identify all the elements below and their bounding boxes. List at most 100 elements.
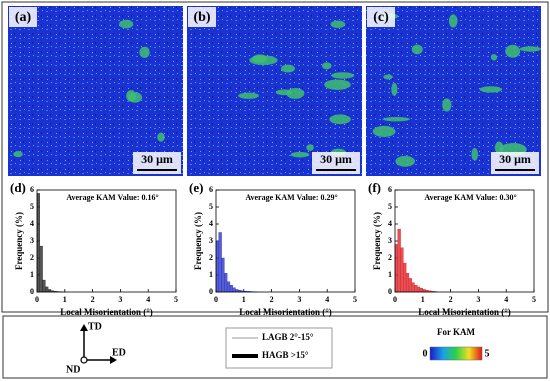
histogram-bar: [408, 278, 412, 293]
scale-bar-bg: [312, 152, 360, 174]
kam-map: [8, 6, 183, 176]
kam-map-feature: [519, 46, 542, 52]
y-axis-label: Frequency (%): [193, 212, 203, 270]
y-axis-label: Frequency (%): [372, 212, 382, 270]
scale-bar-bg: [133, 152, 181, 174]
kam-map-feature: [372, 125, 396, 137]
td-arrowhead: [80, 324, 88, 331]
panel-label-bg: [9, 7, 37, 27]
y-tick-label: 2: [388, 253, 392, 262]
y-tick-label: 0: [30, 287, 34, 296]
annotation: Average KAM Value: 0.30°: [424, 193, 516, 202]
histogram-bar: [394, 244, 398, 293]
histogram-bar: [226, 281, 231, 293]
y-tick-label: 2: [209, 253, 213, 262]
y-tick-label: 1: [388, 270, 392, 279]
y-tick-label: 4: [388, 219, 392, 228]
plot-frame: [215, 189, 356, 293]
histogram-bar: [400, 247, 404, 293]
x-tick-label: 4: [146, 295, 150, 304]
x-tick-label: 1: [421, 295, 425, 304]
kam-map-feature: [321, 62, 332, 70]
panel-label: (f): [368, 180, 381, 195]
kam-colorbar: [429, 346, 483, 361]
kam-map-feature: [139, 46, 150, 58]
annotation: Average KAM Value: 0.16°: [66, 193, 158, 202]
scale-bar-label: 30 μm: [320, 152, 352, 166]
x-tick-label: 5: [353, 295, 357, 304]
histogram-bar: [397, 228, 401, 293]
histogram-bar: [411, 282, 415, 293]
histogram-bar: [36, 193, 40, 293]
nd-symbol: [80, 356, 88, 364]
histogram-bar: [224, 273, 228, 293]
y-tick-label: 1: [30, 270, 34, 279]
kam-title: For KAM: [437, 327, 476, 337]
kam-map-feature: [324, 79, 351, 90]
kam-map-feature: [395, 155, 415, 167]
kam-map-feature: [479, 86, 503, 93]
kam-map-feature: [252, 54, 268, 63]
panel-label-bg: [367, 7, 395, 27]
kam-map-feature: [280, 64, 295, 73]
y-tick-label: 4: [209, 219, 213, 228]
x-tick-label: 0: [214, 295, 218, 304]
x-tick-label: 2: [270, 295, 274, 304]
x-tick-label: 5: [532, 295, 536, 304]
x-tick-label: 1: [63, 295, 67, 304]
y-tick-label: 0: [209, 287, 213, 296]
histogram-bar: [42, 279, 46, 293]
plot-frame: [36, 189, 177, 293]
y-tick-label: 3: [388, 236, 392, 245]
panel-label-bg: [188, 7, 216, 27]
y-tick-label: 5: [30, 202, 34, 211]
kam-map-feature: [442, 98, 452, 112]
y-tick-label: 6: [388, 185, 392, 194]
x-axis-label: Local Misorientation (°): [60, 307, 153, 317]
kam-map-feature: [329, 114, 351, 125]
y-tick-label: 1: [209, 270, 213, 279]
histogram-bar: [419, 288, 423, 293]
scale-bar-label: 30 μm: [141, 152, 173, 166]
y-tick-label: 5: [388, 202, 392, 211]
x-axis-label: Local Misorientation (°): [239, 307, 332, 317]
x-tick-label: 3: [297, 295, 301, 304]
kam-map-feature: [331, 72, 355, 79]
boundary-label: LAGB 2°-15°: [262, 332, 314, 342]
kam-map-feature: [471, 147, 478, 161]
histogram-bar: [215, 240, 219, 293]
kam-map-feature: [157, 132, 165, 142]
kam-min: 0: [423, 348, 428, 359]
kam-map-feature: [505, 44, 521, 58]
figure-frame: [1, 1, 549, 313]
panel-label: (b): [193, 10, 210, 25]
boundary-label: HAGB >15°: [262, 350, 309, 360]
x-tick-label: 0: [393, 295, 397, 304]
x-tick-label: 3: [118, 295, 122, 304]
plot-frame: [394, 189, 535, 293]
annotation: Average KAM Value: 0.29°: [245, 193, 337, 202]
kam-map-feature: [382, 116, 410, 122]
ed-arrowhead: [110, 356, 117, 364]
histogram-bar: [403, 262, 407, 293]
x-tick-label: 2: [91, 295, 95, 304]
histogram-bar: [405, 273, 410, 293]
histogram-bar: [39, 245, 43, 293]
y-tick-label: 3: [209, 236, 213, 245]
kam-map-feature: [127, 92, 143, 103]
y-tick-label: 6: [209, 185, 213, 194]
y-tick-label: 3: [30, 236, 34, 245]
kam-map-feature: [448, 14, 458, 28]
x-tick-label: 4: [504, 295, 508, 304]
x-tick-label: 2: [449, 295, 453, 304]
nd-label: ND: [66, 364, 80, 375]
kam-max: 5: [485, 348, 490, 359]
x-tick-label: 3: [476, 295, 480, 304]
y-tick-label: 6: [30, 185, 34, 194]
histogram-bar: [218, 232, 222, 293]
kam-map-feature: [238, 92, 259, 99]
td-label: TD: [88, 321, 102, 332]
boundary-box: [225, 327, 333, 369]
histogram-bar: [232, 287, 236, 293]
histogram-bar: [229, 285, 233, 293]
